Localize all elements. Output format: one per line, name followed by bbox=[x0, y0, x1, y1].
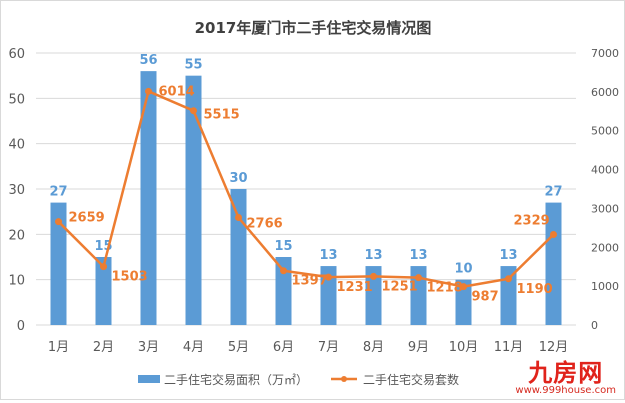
right-tick-label: 1000 bbox=[591, 280, 619, 293]
bar bbox=[95, 257, 112, 325]
x-tick-label: 7月 bbox=[318, 340, 339, 355]
line-marker bbox=[100, 263, 107, 271]
left-tick-label: 20 bbox=[8, 228, 25, 243]
right-tick-label: 6000 bbox=[591, 86, 619, 99]
bar bbox=[320, 266, 337, 325]
line-data-label: 1251 bbox=[382, 279, 418, 294]
bar bbox=[500, 266, 517, 325]
right-tick-label: 0 bbox=[591, 319, 598, 332]
right-tick-label: 5000 bbox=[591, 125, 619, 138]
left-tick-label: 10 bbox=[8, 274, 25, 289]
bar-data-label: 27 bbox=[49, 185, 67, 200]
left-tick-label: 30 bbox=[8, 183, 25, 198]
left-axis: 0 10 20 30 40 50 60 bbox=[8, 47, 25, 334]
x-tick-label: 5月 bbox=[228, 340, 249, 355]
left-tick-label: 40 bbox=[8, 138, 25, 153]
left-tick-label: 0 bbox=[17, 319, 25, 334]
right-tick-label: 7000 bbox=[591, 47, 619, 60]
bar-data-label: 15 bbox=[274, 239, 292, 254]
chart-title: 2017年厦门市二手住宅交易情况图 bbox=[195, 19, 432, 37]
line-marker bbox=[505, 275, 512, 283]
x-axis: 1月 2月 3月 4月 5月 6月 7月 8月 9月 10月 11月 12月 bbox=[48, 340, 568, 355]
line-data-label: 1397 bbox=[292, 274, 328, 289]
left-tick-label: 60 bbox=[8, 47, 25, 62]
x-tick-label: 2月 bbox=[93, 340, 114, 355]
right-tick-label: 3000 bbox=[591, 202, 619, 215]
bar bbox=[275, 257, 292, 325]
legend-bar-label: 二手住宅交易面积（万㎡） bbox=[164, 372, 308, 387]
bar bbox=[410, 266, 427, 325]
right-tick-label: 4000 bbox=[591, 164, 619, 177]
legend-line-marker bbox=[341, 376, 347, 382]
line-path bbox=[57, 90, 555, 288]
line-marker bbox=[550, 231, 557, 239]
left-tick-label: 50 bbox=[8, 92, 25, 107]
right-axis: 0 1000 2000 3000 4000 5000 6000 7000 bbox=[591, 47, 619, 332]
line-data-label: 987 bbox=[472, 290, 499, 305]
gridlines bbox=[36, 52, 576, 326]
bar bbox=[545, 202, 562, 325]
x-tick-label: 11月 bbox=[494, 340, 524, 355]
line-data-label: 1503 bbox=[112, 270, 148, 285]
bar-data-label: 55 bbox=[184, 58, 202, 73]
x-tick-label: 4月 bbox=[183, 340, 204, 355]
bar bbox=[185, 75, 202, 326]
bar-data-label: 13 bbox=[319, 248, 337, 263]
line-data-label: 5515 bbox=[204, 108, 240, 123]
bar bbox=[140, 71, 157, 325]
line-data-label: 2659 bbox=[69, 211, 105, 226]
bar-data-label: 13 bbox=[364, 248, 382, 263]
x-tick-label: 3月 bbox=[138, 340, 159, 355]
bar-data-label: 27 bbox=[544, 185, 562, 200]
bar-data-label: 30 bbox=[229, 171, 247, 186]
legend-bar-swatch bbox=[138, 375, 160, 383]
x-tick-label: 9月 bbox=[408, 340, 429, 355]
line-marker bbox=[325, 273, 332, 281]
watermark: 九房网 www.999house.com bbox=[515, 361, 616, 397]
line-data-label: 2329 bbox=[514, 214, 550, 229]
bar-data-label: 10 bbox=[454, 262, 472, 277]
bar-data-label: 13 bbox=[499, 248, 517, 263]
line-marker bbox=[235, 214, 242, 222]
line-data-label: 1218 bbox=[427, 281, 463, 296]
x-tick-label: 1月 bbox=[48, 340, 69, 355]
line-marker bbox=[460, 283, 467, 291]
watermark-logo: 九房网 bbox=[528, 358, 604, 387]
legend: 二手住宅交易面积（万㎡） 二手住宅交易套数 bbox=[138, 372, 459, 387]
line-marker bbox=[280, 267, 287, 275]
bar bbox=[230, 189, 247, 325]
line-marker bbox=[190, 107, 197, 115]
bar-data-label: 13 bbox=[409, 248, 427, 263]
line-data-label: 2766 bbox=[247, 217, 283, 232]
line-data-label: 1231 bbox=[337, 280, 373, 295]
legend-line-label: 二手住宅交易套数 bbox=[363, 372, 459, 387]
bar bbox=[455, 279, 472, 325]
line-data-label: 1190 bbox=[517, 282, 553, 297]
line-marker bbox=[370, 272, 377, 280]
bar-data-label: 56 bbox=[139, 53, 157, 68]
bar bbox=[365, 266, 382, 325]
x-tick-label: 6月 bbox=[273, 340, 294, 355]
right-tick-label: 2000 bbox=[591, 241, 619, 254]
watermark-url: www.999house.com bbox=[515, 385, 616, 396]
line-marker bbox=[55, 218, 62, 226]
x-tick-label: 12月 bbox=[539, 340, 569, 355]
line-marker bbox=[415, 274, 422, 282]
x-tick-label: 10月 bbox=[449, 340, 479, 355]
line-data-label: 6014 bbox=[159, 84, 195, 99]
bar bbox=[50, 202, 67, 325]
x-tick-label: 8月 bbox=[363, 340, 384, 355]
line-marker bbox=[145, 87, 152, 95]
